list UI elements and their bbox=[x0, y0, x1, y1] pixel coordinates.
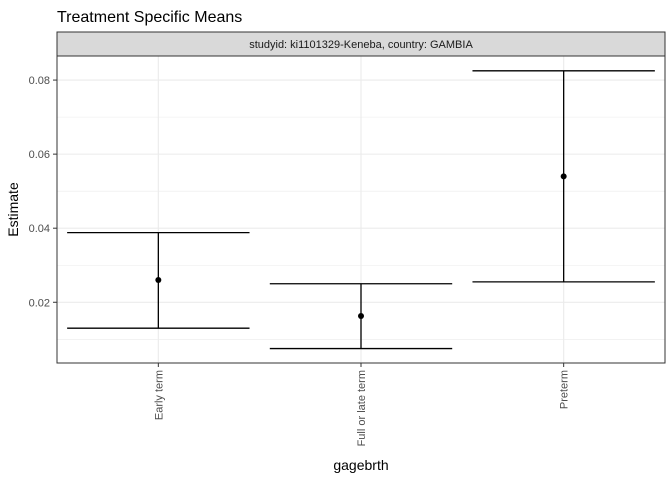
estimate-point bbox=[358, 312, 364, 319]
y-axis: 0.02 0.04 0.06 0.08 bbox=[29, 75, 57, 309]
facet-strip-label: studyid: ki1101329-Keneba, country: GAMB… bbox=[249, 39, 473, 51]
x-tick-label: Preterm bbox=[559, 370, 571, 409]
estimate-point bbox=[560, 173, 567, 180]
chart-marks bbox=[67, 70, 655, 350]
y-tick-label: 0.04 bbox=[29, 223, 50, 235]
chart-title: Treatment Specific Means bbox=[57, 9, 242, 26]
facet-strip: studyid: ki1101329-Keneba, country: GAMB… bbox=[56, 31, 666, 57]
x-axis: Early term Full or late term Preterm bbox=[153, 363, 571, 446]
x-axis-title: gagebrth bbox=[333, 457, 388, 473]
estimate-point bbox=[155, 277, 162, 284]
x-tick-label: Early term bbox=[153, 370, 165, 420]
facet-strip-background bbox=[56, 31, 666, 57]
y-tick-label: 0.06 bbox=[29, 149, 50, 161]
y-tick-label: 0.08 bbox=[29, 75, 50, 87]
y-tick-label: 0.02 bbox=[29, 297, 50, 309]
x-tick-label: Full or late term bbox=[356, 370, 368, 446]
y-axis-title: Estimate bbox=[5, 182, 21, 237]
